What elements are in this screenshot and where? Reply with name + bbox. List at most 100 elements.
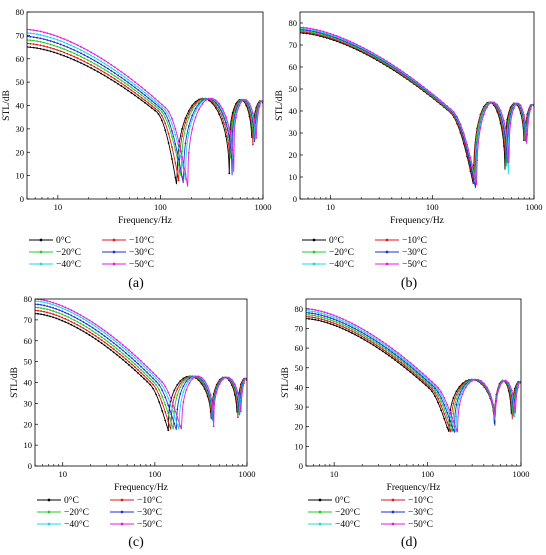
series-marker	[144, 91, 146, 94]
series-marker	[39, 37, 42, 40]
series-marker	[150, 99, 153, 102]
series-marker	[434, 385, 436, 388]
series-marker	[93, 68, 96, 71]
legend-label: −40°C	[329, 259, 354, 270]
series-markers	[35, 306, 247, 424]
series-marker	[351, 328, 353, 331]
legend-label: 0°C	[329, 235, 344, 246]
series-marker	[188, 377, 191, 380]
series-marker	[143, 371, 145, 374]
series-marker	[154, 107, 157, 110]
series-marker	[363, 334, 366, 337]
series-marker	[305, 27, 308, 29]
series-marker	[467, 382, 470, 385]
series-marker	[146, 380, 148, 383]
series-marker	[369, 332, 372, 335]
series-marker	[412, 364, 415, 367]
series-marker	[152, 377, 155, 380]
series-marker	[97, 327, 100, 330]
series-marker	[177, 158, 180, 161]
series-marker	[53, 41, 55, 43]
series-marker	[161, 409, 164, 412]
series-marker	[55, 304, 58, 307]
series-marker	[314, 318, 317, 321]
series-marker	[211, 97, 214, 100]
series-marker	[369, 334, 372, 337]
legend-label: 0°C	[64, 495, 79, 506]
x-tick-label: 100	[148, 469, 161, 479]
series-line	[300, 30, 534, 180]
series-marker	[402, 71, 405, 74]
series-marker	[187, 112, 190, 115]
series-marker	[197, 375, 200, 378]
series-marker	[418, 371, 421, 374]
series-marker	[121, 355, 124, 358]
x-tick-label: 1000	[239, 469, 256, 479]
series-marker	[130, 81, 133, 84]
series-marker	[440, 404, 443, 407]
series-marker	[80, 52, 82, 55]
series-marker	[181, 150, 183, 153]
series-marker	[332, 324, 335, 326]
series-marker	[124, 352, 127, 354]
y-tick-label: 20	[24, 419, 33, 429]
series-marker	[345, 39, 348, 41]
panel-label: (c)	[128, 535, 144, 550]
series-marker	[103, 59, 106, 62]
series-marker	[384, 348, 387, 351]
series-marker	[59, 36, 62, 39]
series-marker	[480, 380, 482, 382]
series-marker	[443, 408, 446, 410]
series-marker	[55, 314, 58, 317]
series-marker	[37, 309, 39, 312]
series-marker	[154, 105, 157, 107]
y-tick-label: 50	[16, 77, 25, 87]
series-marker	[158, 384, 161, 386]
series-marker	[203, 379, 206, 382]
series-marker	[221, 108, 224, 110]
series-marker	[130, 78, 133, 81]
y-axis-label: STL/dB	[2, 90, 12, 121]
series-marker	[63, 51, 65, 54]
y-tick-label: 40	[295, 382, 304, 392]
series-marker	[345, 323, 347, 326]
series-marker	[403, 356, 406, 359]
series-marker	[32, 39, 35, 42]
series-marker	[181, 135, 183, 138]
series-marker	[113, 77, 116, 80]
series-marker	[317, 317, 320, 320]
series-marker	[56, 38, 59, 41]
series-marker	[118, 353, 121, 355]
series-marker	[320, 320, 323, 323]
series-marker	[120, 70, 123, 73]
series-marker	[329, 319, 332, 321]
y-axis-label: STL/dB	[275, 90, 285, 121]
series-marker	[113, 66, 116, 69]
series-marker	[176, 394, 179, 397]
series-marker	[415, 372, 418, 375]
series-marker	[118, 343, 121, 346]
series-marker	[79, 314, 82, 316]
series-marker	[424, 376, 427, 379]
series-marker	[375, 342, 378, 345]
series-marker	[388, 350, 390, 353]
series-marker	[338, 326, 341, 329]
series-marker	[137, 372, 139, 374]
series-marker	[137, 94, 140, 97]
series-marker	[503, 119, 505, 122]
series-marker	[146, 368, 148, 371]
series-marker	[46, 308, 49, 311]
series-marker	[79, 319, 82, 322]
series-marker	[317, 319, 320, 322]
series-marker	[143, 377, 145, 380]
series-marker	[131, 366, 133, 369]
series-marker	[323, 317, 326, 319]
series-marker	[354, 327, 357, 330]
series-marker	[32, 46, 35, 49]
series-marker	[378, 338, 381, 341]
series-marker	[124, 361, 127, 364]
series-marker	[412, 366, 415, 369]
legend-marker	[112, 250, 116, 254]
series-marker	[157, 110, 160, 113]
series-marker	[29, 28, 32, 31]
